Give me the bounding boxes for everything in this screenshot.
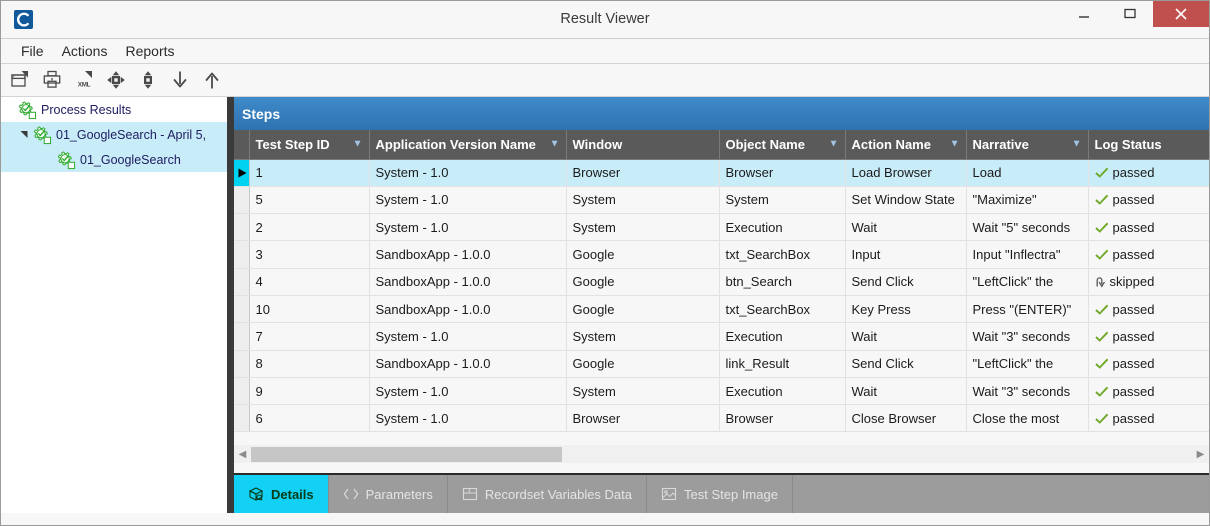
- svg-text:XML: XML: [78, 82, 91, 89]
